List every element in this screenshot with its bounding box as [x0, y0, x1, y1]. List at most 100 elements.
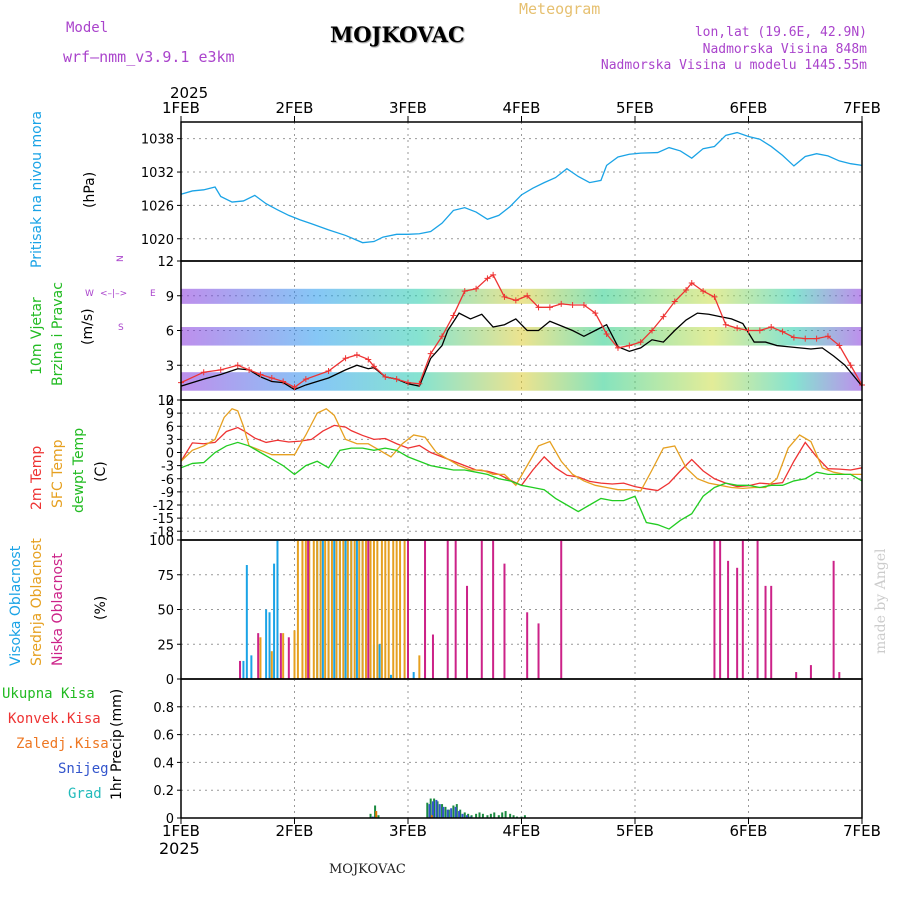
gust-marker — [524, 292, 531, 299]
bar-visoka-oblacnost — [276, 540, 279, 679]
gust-marker — [671, 298, 678, 305]
gust-marker — [768, 324, 775, 331]
gust-marker — [824, 333, 831, 340]
model-name: wrf–nmm_v3.9.1 e3km — [63, 48, 235, 66]
gust-marker — [711, 293, 718, 300]
compass-arrows: <–|–> — [100, 289, 128, 299]
gust-marker — [688, 280, 695, 287]
gust-marker — [200, 369, 207, 376]
bar-ukupna-kisa — [467, 813, 470, 818]
lonlat-label: lon,lat (19.6E, 42.9N) — [694, 25, 867, 40]
bar-srednja-oblacnost — [350, 540, 353, 679]
gust-marker — [268, 374, 275, 381]
bar-ukupna-kisa — [512, 815, 515, 818]
gust-marker — [580, 302, 587, 309]
bar-visoka-oblacnost — [268, 612, 271, 679]
bar-niska-oblacnost — [719, 540, 722, 679]
x-tick-label-bottom: 7FEB — [843, 822, 881, 840]
x-tick-label-bottom: 3FEB — [389, 822, 427, 840]
altitude-label: Nadmorska Visina 848m — [702, 42, 867, 57]
gust-marker — [734, 325, 741, 332]
x-tick-label-top: 3FEB — [389, 99, 427, 117]
bar-niska-oblacnost — [454, 540, 457, 679]
bar-srednja-oblacnost — [358, 540, 361, 679]
bar-ukupna-kisa — [470, 815, 473, 818]
bar-niska-oblacnost — [741, 540, 744, 679]
bar-srednja-oblacnost — [270, 651, 273, 679]
bar-ukupna-kisa — [478, 812, 481, 818]
compass-w: W — [85, 289, 94, 299]
bar-niska-oblacnost — [239, 660, 242, 679]
bar-ukupna-kisa — [459, 809, 462, 818]
gust-marker — [501, 293, 508, 300]
bar-ukupna-kisa — [429, 798, 432, 818]
bar-visoka-oblacnost — [355, 540, 358, 679]
bar-ukupna-kisa — [493, 812, 496, 818]
bar-srednja-oblacnost — [403, 540, 406, 679]
bar-visoka-oblacnost — [344, 540, 347, 679]
y-tick-label: 75 — [157, 569, 174, 584]
y-tick-label: 12 — [157, 394, 174, 409]
bar-niska-oblacnost — [466, 585, 469, 679]
year-top: 2025 — [170, 84, 209, 102]
gust-marker — [847, 362, 854, 369]
bar-srednja-oblacnost — [380, 540, 383, 679]
gust-marker — [603, 330, 610, 337]
bar-visoka-oblacnost — [242, 660, 245, 679]
bar-visoka-oblacnost — [412, 672, 415, 679]
bar-srednja-oblacnost — [365, 540, 368, 679]
gust-marker — [325, 368, 332, 375]
gust-marker — [722, 321, 729, 328]
bar-srednja-oblacnost — [308, 540, 311, 679]
bar-srednja-oblacnost — [369, 540, 372, 679]
year-bottom: 2025 — [159, 839, 200, 858]
gust-marker — [370, 363, 377, 370]
bar-niska-oblacnost — [809, 665, 812, 679]
gust-marker — [302, 376, 309, 383]
legend-ukupna-kisa: Ukupna Kisa — [2, 686, 95, 702]
bar-zaledj-kisa — [375, 811, 378, 818]
meteogram-label: Meteogram — [519, 0, 601, 18]
x-tick-label-top: 6FEB — [730, 99, 768, 117]
bar-snijeg — [446, 809, 449, 818]
bar-ukupna-kisa — [497, 815, 500, 818]
bar-ukupna-kisa — [509, 813, 512, 818]
x-tick-label-top: 4FEB — [503, 99, 541, 117]
y-tick-label: 0 — [166, 812, 174, 827]
bar-niska-oblacnost — [756, 540, 759, 679]
y-tick-label: 0.2 — [153, 784, 174, 799]
wind-direction-band — [181, 327, 862, 346]
wind-direction-band — [181, 372, 862, 391]
station-title: MOJKOVAC — [330, 22, 465, 47]
y-tick-label: 0.4 — [153, 756, 174, 771]
y-tick-label: -9 — [161, 486, 174, 501]
gust-marker — [416, 380, 423, 387]
x-tick-label-bottom: 5FEB — [616, 822, 654, 840]
panel-frame — [180, 399, 863, 541]
bar-visoka-oblacnost — [265, 609, 268, 679]
y-tick-label: 1032 — [141, 166, 174, 181]
bar-niska-oblacnost — [480, 540, 483, 679]
bar-snijeg — [435, 799, 438, 818]
bar-srednja-oblacnost — [372, 540, 375, 679]
x-tick-label-bottom: 6FEB — [730, 822, 768, 840]
bar-snijeg — [461, 813, 464, 818]
bar-ukupna-kisa — [444, 806, 447, 818]
legend-zaledj-kisa: Zaledj.Kisa — [16, 736, 109, 752]
bar-niska-oblacnost — [537, 623, 540, 679]
bar-ukupna-kisa — [377, 815, 380, 818]
bar-ukupna-kisa — [441, 804, 444, 818]
gust-marker — [649, 327, 656, 334]
bar-srednja-oblacnost — [392, 540, 395, 679]
gust-marker — [626, 342, 633, 349]
y-tick-label: 1020 — [141, 233, 174, 248]
bar-srednja-oblacnost — [346, 540, 349, 679]
gust-marker — [439, 333, 446, 340]
gust-marker — [569, 302, 576, 309]
series-sfc-temp — [180, 407, 862, 492]
bar-snijeg — [428, 804, 431, 818]
compass-s: S — [118, 323, 124, 333]
